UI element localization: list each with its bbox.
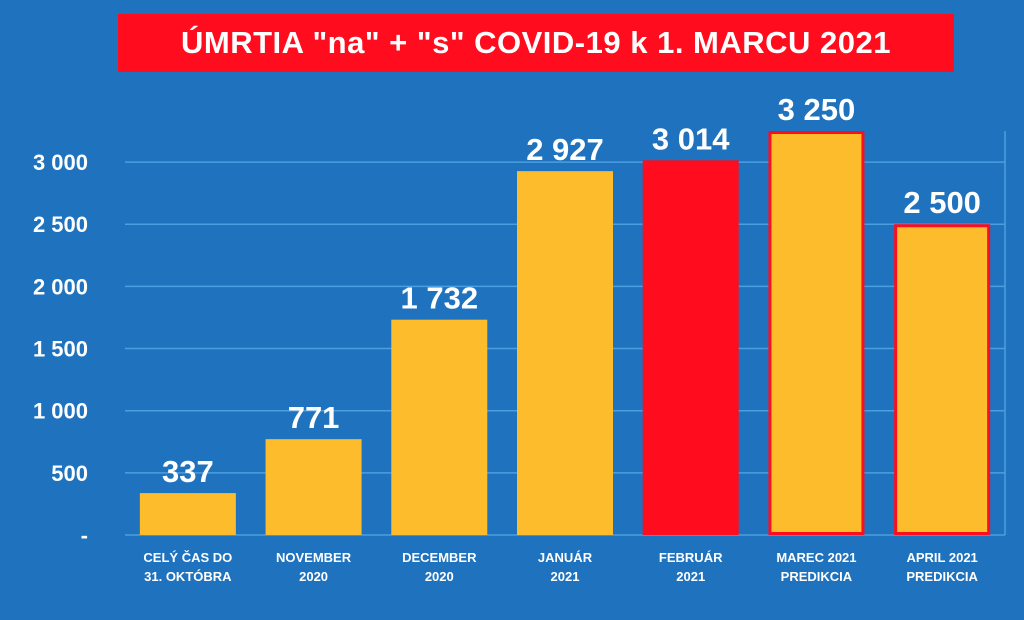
x-tick-label: FEBRUÁR	[659, 550, 723, 565]
x-tick-label: NOVEMBER	[276, 550, 352, 565]
x-tick-label: PREDIKCIA	[781, 569, 853, 584]
x-tick-label: PREDIKCIA	[906, 569, 978, 584]
data-label: 2 927	[526, 132, 604, 167]
data-label: 1 732	[400, 281, 478, 316]
x-tick-label: 2020	[299, 569, 328, 584]
data-label: 337	[162, 454, 214, 489]
y-tick-label: 2 500	[33, 212, 88, 237]
chart-title: ÚMRTIA "na" + "s" COVID-19 k 1. MARCU 20…	[180, 25, 891, 60]
x-tick-label: CELÝ ČAS DO	[143, 550, 232, 565]
bar	[517, 171, 613, 536]
x-tick-label: 2021	[551, 569, 580, 584]
x-tick-label: JANUÁR	[538, 550, 593, 565]
x-tick-label: 2021	[676, 569, 705, 584]
bar	[139, 493, 236, 535]
data-label: 771	[288, 400, 340, 435]
y-tick-label: -	[81, 523, 88, 548]
bar	[391, 319, 488, 535]
bar	[642, 160, 739, 535]
x-tick-label: MAREC 2021	[776, 550, 856, 565]
chart-title-box: ÚMRTIA "na" + "s" COVID-19 k 1. MARCU 20…	[118, 14, 954, 72]
bar	[894, 224, 991, 535]
x-tick-label: APRIL 2021	[906, 550, 977, 565]
data-label: 2 500	[903, 185, 981, 220]
y-tick-label: 1 500	[33, 337, 88, 362]
x-tick-label: 2020	[425, 569, 454, 584]
data-label: 3 250	[778, 92, 856, 127]
x-tick-label: 31. OKTÓBRA	[144, 569, 232, 584]
x-tick-label: DECEMBER	[402, 550, 477, 565]
data-label: 3 014	[652, 121, 730, 156]
bar	[265, 439, 362, 535]
y-tick-label: 500	[51, 461, 88, 486]
y-tick-label: 3 000	[33, 150, 88, 175]
y-tick-label: 2 000	[33, 274, 88, 299]
bar	[768, 131, 865, 535]
y-tick-label: 1 000	[33, 399, 88, 424]
